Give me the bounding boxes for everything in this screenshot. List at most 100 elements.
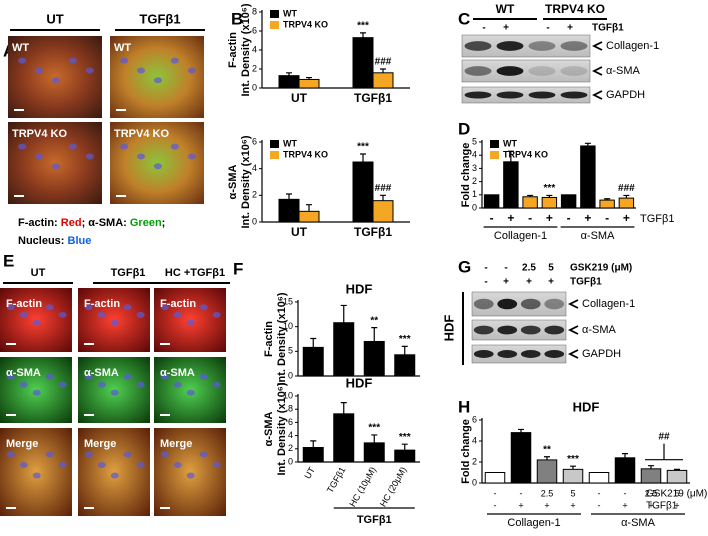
error-bar xyxy=(306,204,312,212)
y-axis-label: Fold change xyxy=(460,143,472,208)
cell-nucleus xyxy=(97,461,106,468)
cell-nucleus xyxy=(136,381,145,388)
cell-nucleus xyxy=(136,311,145,318)
legend-swatch xyxy=(490,140,499,148)
y-tick-label: 10 xyxy=(283,390,293,400)
chart-title: HDF xyxy=(573,399,600,414)
bar xyxy=(372,200,394,223)
cell-nucleus xyxy=(6,304,15,311)
cell-nucleus xyxy=(32,389,41,396)
x-tick-label: + xyxy=(544,500,549,510)
error-bar xyxy=(570,465,576,470)
bar xyxy=(394,449,416,463)
blot-band xyxy=(528,41,556,51)
cell-nucleus xyxy=(199,373,208,380)
error-bar xyxy=(306,76,312,80)
cell-nucleus xyxy=(123,451,132,458)
cell-nucleus xyxy=(97,311,106,318)
treatment-sign: - xyxy=(504,263,507,274)
y-tick-label: 0 xyxy=(252,216,257,226)
error-bar xyxy=(310,440,317,448)
blot-band xyxy=(560,41,588,51)
chart-title: HDF xyxy=(346,281,373,296)
cell-nucleus xyxy=(173,461,182,468)
micrograph xyxy=(154,428,226,516)
y-tick-label: 5 xyxy=(472,136,477,146)
panel-label: F xyxy=(233,259,243,278)
significance: ## xyxy=(658,431,670,442)
treatment-label: GSK219 (μM) xyxy=(570,263,632,274)
bar xyxy=(352,37,374,89)
x-tick-label: 2.5 xyxy=(541,488,554,498)
treatment-sign: - xyxy=(546,23,549,34)
cell-nucleus xyxy=(32,319,41,326)
image-label: Merge xyxy=(6,438,38,450)
micrograph xyxy=(110,36,204,118)
y-axis-label: Int. Density (x10⁶) xyxy=(240,3,252,96)
error-bar xyxy=(674,468,680,471)
y-axis-label: α-SMA xyxy=(263,412,275,447)
cell-nucleus xyxy=(51,77,60,84)
x-tick-label: UT xyxy=(291,225,308,239)
significance: ### xyxy=(375,57,392,68)
stain-legend: Nucleus: Blue xyxy=(18,235,91,247)
cell-nucleus xyxy=(58,461,67,468)
y-tick-label: 0 xyxy=(252,82,257,92)
significance: ** xyxy=(543,444,551,455)
bar xyxy=(599,199,615,209)
bar xyxy=(363,340,385,377)
cell-nucleus xyxy=(160,451,169,458)
stain-legend-part: Blue xyxy=(68,235,92,247)
cell-nucleus xyxy=(187,67,196,74)
image-label: WT xyxy=(12,42,29,54)
significance: ### xyxy=(375,183,392,194)
error-bar xyxy=(518,428,524,433)
cell-nucleus xyxy=(32,472,41,479)
cell-nucleus xyxy=(35,153,44,160)
band-label: α-SMA xyxy=(582,324,617,336)
y-axis-label: Int. Density (x10⁶) xyxy=(240,135,252,228)
cell-nucleus xyxy=(212,461,221,468)
treatment-label: TGFβ1 xyxy=(592,23,624,34)
group-label: α-SMA xyxy=(621,517,656,529)
x-tick-label: - xyxy=(598,500,601,510)
bar xyxy=(640,468,662,484)
error-bar xyxy=(401,443,408,451)
x-tick-label: - xyxy=(567,211,571,225)
cell-nucleus xyxy=(173,381,182,388)
stain-legend-part: Nucleus: xyxy=(18,235,68,247)
bar xyxy=(298,78,320,89)
blot-band xyxy=(560,91,588,99)
cell-nucleus xyxy=(123,304,132,311)
y-tick-label: 4 xyxy=(252,44,257,54)
cell-nucleus xyxy=(45,304,54,311)
treatment-label: TGFβ1 xyxy=(570,277,602,288)
group-label: α-SMA xyxy=(581,230,616,242)
x-tick-label: + xyxy=(622,500,627,510)
significance: *** xyxy=(368,423,380,434)
y-tick-label: 6 xyxy=(252,136,257,146)
cell-nucleus xyxy=(187,153,196,160)
column-header: HC +TGFβ1 xyxy=(165,267,225,279)
band-label: GAPDH xyxy=(606,89,645,101)
x-axis-label: TGFβ1 xyxy=(640,213,674,225)
legend-label: TRPV4 KO xyxy=(283,19,328,29)
x-row-label: TGFβ1 xyxy=(646,501,678,512)
column-header: TGFβ1 xyxy=(111,267,146,279)
y-tick-label: 6 xyxy=(288,417,293,427)
error-bar xyxy=(546,194,553,198)
cell-nucleus xyxy=(35,67,44,74)
western-blot xyxy=(471,319,567,341)
cell-nucleus xyxy=(120,57,129,64)
x-tick-label: 5 xyxy=(674,488,679,498)
image-label: TRPV4 KO xyxy=(12,128,67,140)
bar xyxy=(333,413,355,463)
treatment-sign: + xyxy=(503,277,509,288)
image-label: F-actin xyxy=(6,298,42,310)
y-tick-label: 4 xyxy=(472,150,477,160)
micrograph xyxy=(78,428,150,516)
cell-nucleus xyxy=(153,163,162,170)
treatment-sign: + xyxy=(526,277,532,288)
cell-nucleus xyxy=(212,381,221,388)
